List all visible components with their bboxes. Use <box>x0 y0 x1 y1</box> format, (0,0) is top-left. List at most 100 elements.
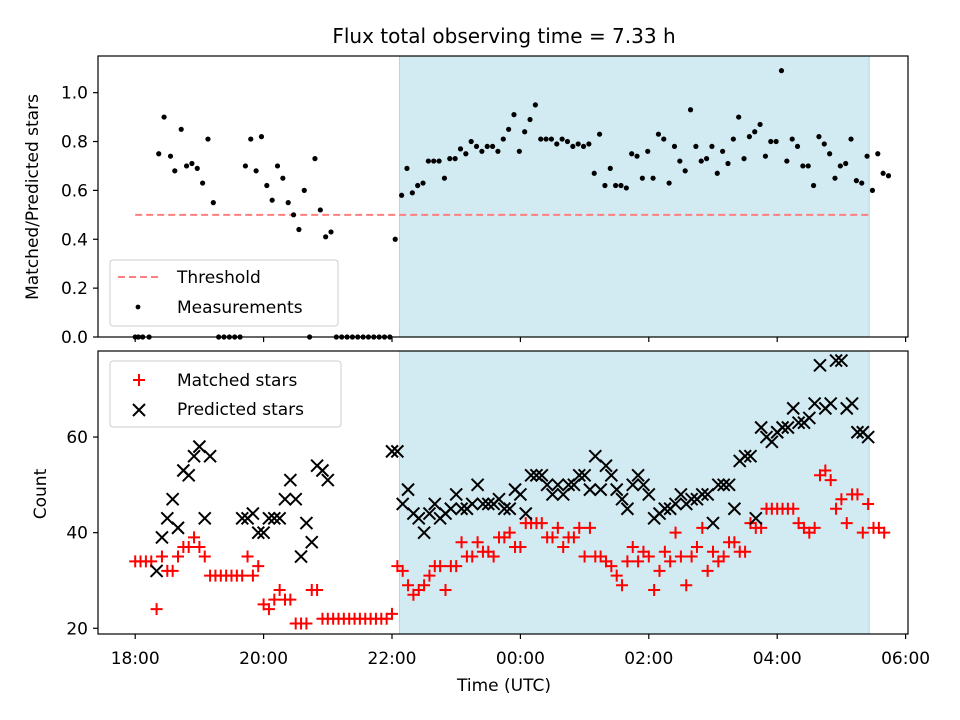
matched-star-marker <box>155 550 168 563</box>
predicted-star-marker <box>684 492 699 506</box>
measurement-point <box>425 158 431 164</box>
predicted-star-marker <box>636 478 651 492</box>
measurement-point <box>328 229 334 235</box>
matched-star-marker <box>808 521 821 534</box>
measurement-point <box>875 151 881 157</box>
measurement-point <box>301 187 307 193</box>
measurement-point <box>832 175 838 181</box>
predicted-star-marker <box>305 535 319 549</box>
measurement-point <box>794 143 801 150</box>
predicted-star-marker <box>802 411 817 425</box>
measurement-point <box>693 143 699 150</box>
measurement-point <box>671 143 678 150</box>
y-tick-label: 0.4 <box>61 230 88 250</box>
matched-star-marker <box>680 579 693 592</box>
matched-star-marker <box>707 545 719 558</box>
y-tick-label: 0.6 <box>61 181 88 201</box>
predicted-star-marker <box>674 487 688 502</box>
measurement-point <box>548 136 555 142</box>
y-tick-label: 0.0 <box>61 328 88 348</box>
measurement-point <box>452 156 458 162</box>
matched-star-marker <box>471 536 484 549</box>
matched-star-marker <box>648 584 661 597</box>
measurement-point <box>714 170 720 176</box>
measurement-point <box>167 153 174 159</box>
predicted-star-marker <box>417 525 431 540</box>
matched-star-marker <box>268 593 281 606</box>
matched-star-marker <box>246 569 259 582</box>
predicted-star-marker <box>583 482 597 497</box>
matched-star-marker <box>787 502 800 515</box>
measurement-point <box>280 175 286 181</box>
measurement-point <box>773 138 779 145</box>
matched-star-marker <box>739 545 752 558</box>
predicted-star-marker <box>813 358 827 373</box>
bottom-axes-frame <box>97 350 909 635</box>
y-tick-label: 40 <box>66 524 88 544</box>
top-y-ticks: 0.0 0.2 0.4 0.6 0.8 1.0 <box>61 84 98 348</box>
predicted-star-marker <box>850 425 865 439</box>
measurement-point <box>285 200 291 206</box>
measurement-point <box>591 170 597 176</box>
measurement-point <box>639 175 645 181</box>
matched-star-marker <box>664 555 677 568</box>
matched-star-marker <box>535 517 548 530</box>
matched-star-marker <box>466 550 479 563</box>
measurement-point <box>522 129 528 135</box>
predicted-star-marker <box>395 497 410 511</box>
measurement-point <box>586 141 592 147</box>
measurement-point <box>596 131 603 137</box>
matched-star-marker <box>728 536 741 549</box>
predicted-star-marker <box>561 478 576 492</box>
predicted-star-marker <box>412 511 426 526</box>
predicted-star-marker <box>321 473 335 487</box>
measurement-point <box>463 151 469 157</box>
measurement-point <box>436 158 442 164</box>
top-measurements-layer <box>132 68 892 340</box>
predicted-star-marker <box>256 525 271 540</box>
matched-star-marker <box>557 540 570 553</box>
measurement-point <box>468 138 474 145</box>
matched-star-marker <box>605 560 618 573</box>
measurement-point <box>205 136 211 142</box>
measurement-point <box>736 114 742 120</box>
measurement-point <box>778 68 785 74</box>
predicted-star-marker <box>727 502 742 516</box>
matched-star-marker <box>567 531 580 544</box>
predicted-star-marker <box>288 492 303 506</box>
predicted-star-marker <box>524 468 538 482</box>
matched-legend-swatch <box>133 374 145 386</box>
predicted-star-marker <box>749 511 763 526</box>
matched-star-marker <box>434 560 447 573</box>
measurement-point <box>853 178 859 184</box>
predicted-star-marker <box>444 502 458 516</box>
predicted-star-marker <box>615 492 629 506</box>
matched-star-marker <box>690 540 703 553</box>
predicted-star-marker <box>775 420 790 435</box>
measurement-point <box>210 200 216 206</box>
matched-star-marker <box>450 560 463 573</box>
predicted-star-marker <box>246 506 260 521</box>
measurement-point <box>511 112 517 118</box>
predicted-star-marker <box>529 468 544 482</box>
predicted-star-marker <box>588 449 603 463</box>
measurement-point <box>559 136 565 142</box>
matched-star-marker <box>236 569 249 582</box>
y-tick-label: 0.8 <box>61 133 88 153</box>
measurement-point <box>200 180 206 186</box>
bottom-markers-layer <box>129 353 891 630</box>
predicted-star-marker <box>781 420 795 435</box>
measurement-point <box>290 212 297 218</box>
predicted-star-marker <box>235 511 249 526</box>
measurement-point <box>242 163 249 169</box>
x-tick-label: 18:00 <box>111 649 160 669</box>
predicted-star-marker <box>155 530 169 545</box>
measurement-point <box>495 148 501 154</box>
measurements-legend-label: Measurements <box>177 298 303 318</box>
matched-star-marker <box>642 550 655 563</box>
measurement-point <box>650 175 656 181</box>
matched-star-marker <box>386 607 398 620</box>
predicted-star-marker <box>513 487 528 502</box>
predicted-star-marker <box>604 468 619 482</box>
predicted-star-marker <box>251 525 265 540</box>
